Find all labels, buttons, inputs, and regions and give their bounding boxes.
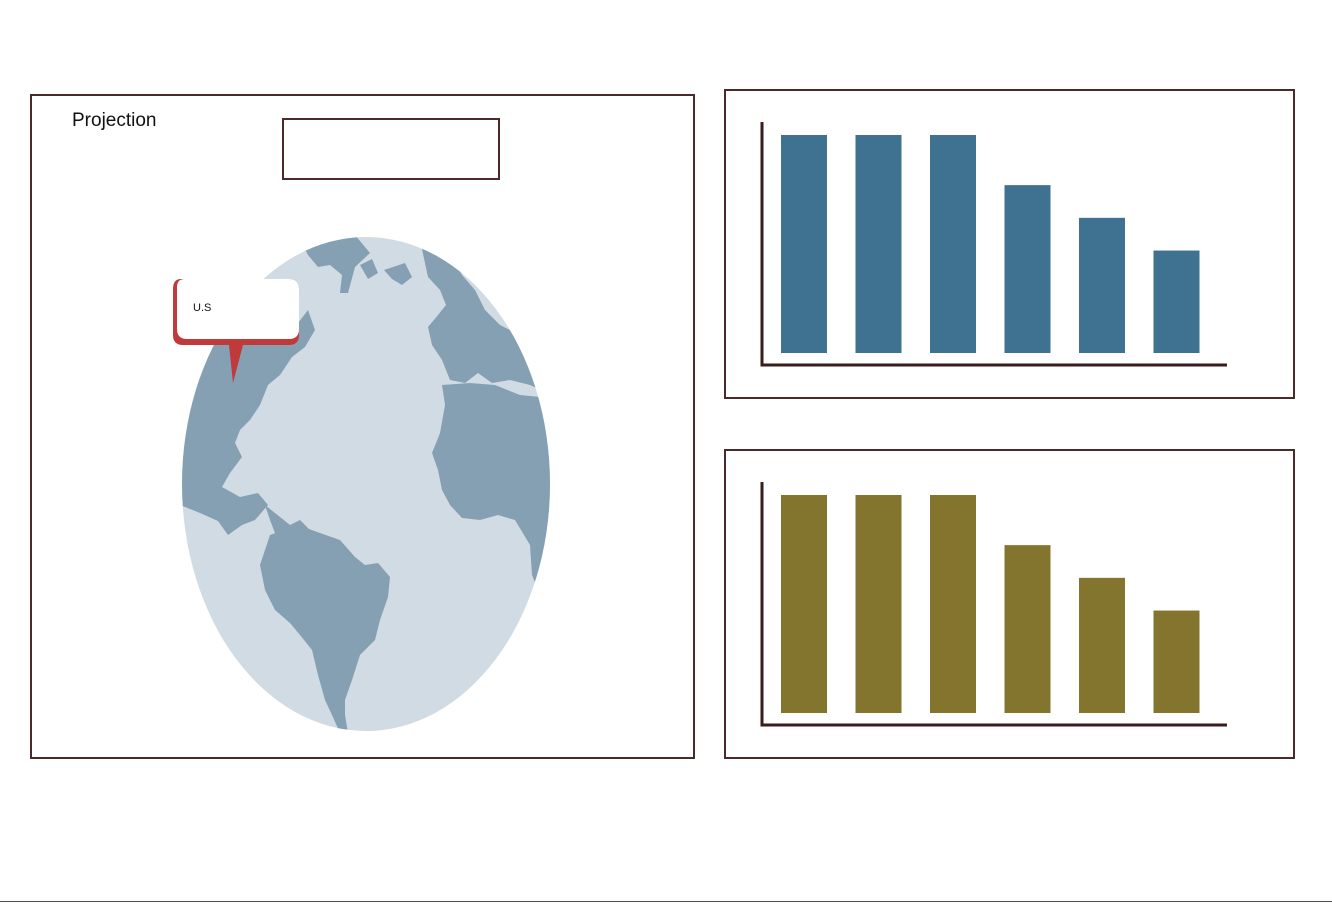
- map-panel-title: Projection: [72, 110, 157, 131]
- bar-1: [781, 135, 827, 353]
- arctic-islands: [300, 237, 370, 293]
- island-small-1: [360, 259, 378, 279]
- bar-2: [855, 135, 902, 353]
- map-search-input[interactable]: [282, 118, 500, 180]
- chart-panel-top: [724, 89, 1295, 399]
- europe-landmass: [420, 240, 550, 395]
- marker-label: U.S: [193, 302, 212, 314]
- globe-svg: [182, 237, 550, 731]
- bar-2: [855, 495, 902, 713]
- bar-3: [930, 495, 976, 713]
- bar-3: [930, 135, 976, 353]
- chart-panel-bottom: [724, 449, 1295, 759]
- africa-landmass: [432, 383, 550, 675]
- bar-6: [1153, 610, 1200, 713]
- location-marker[interactable]: U.S: [171, 277, 301, 387]
- globe-map[interactable]: [180, 235, 552, 733]
- map-pin-icon: [173, 279, 299, 383]
- north-america-landmass: [182, 310, 315, 535]
- bar-chart-bottom: [760, 482, 1227, 727]
- bar-chart-top: [760, 122, 1227, 367]
- bar-4: [1004, 185, 1051, 353]
- bar-4: [1004, 545, 1051, 713]
- bar-5: [1079, 577, 1125, 713]
- map-panel: Projection: [30, 94, 695, 759]
- south-america-landmass: [260, 525, 390, 731]
- bar-6: [1153, 250, 1200, 353]
- page-bottom-divider: [0, 901, 1332, 902]
- bar-5: [1079, 217, 1125, 353]
- greenland-island: [384, 263, 412, 285]
- bar-1: [781, 495, 827, 713]
